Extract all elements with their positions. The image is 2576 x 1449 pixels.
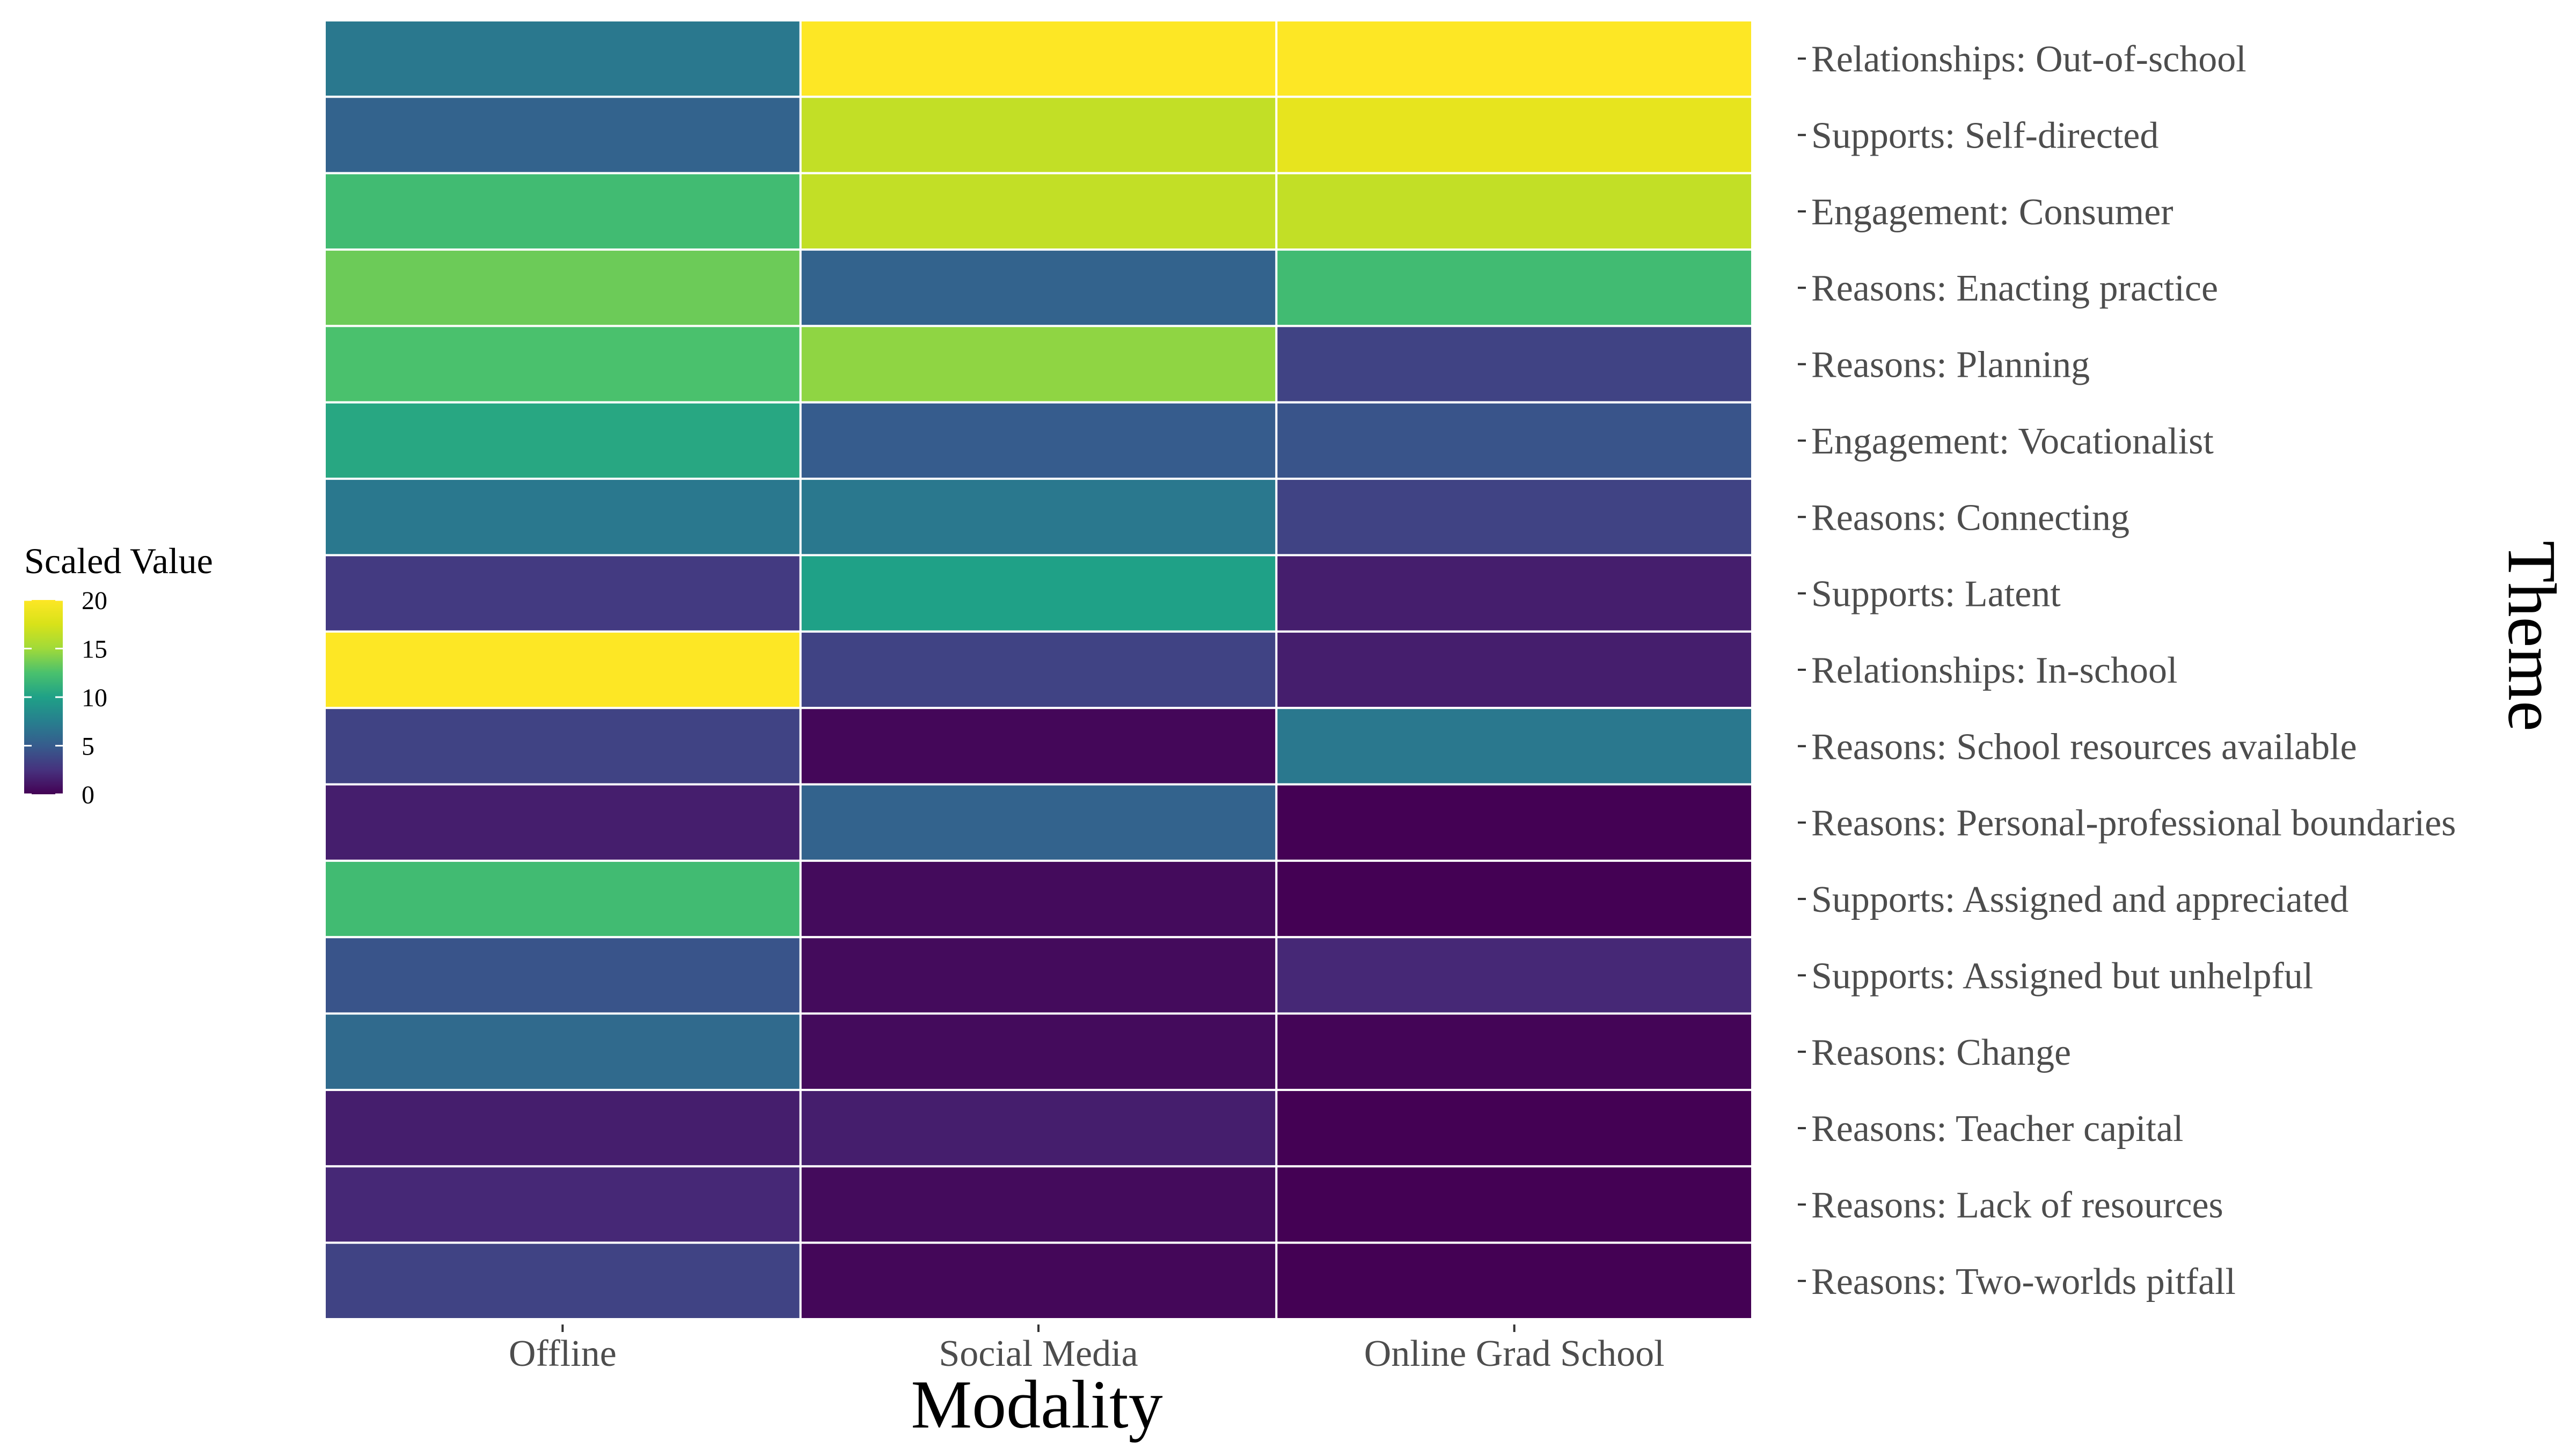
heatmap-cell — [1275, 172, 1753, 251]
heatmap-cell — [324, 478, 802, 557]
heatmap-cell — [1275, 1088, 1753, 1168]
heatmap-cell — [324, 325, 802, 404]
y-tick-label: Reasons: Lack of resources — [1811, 1184, 2223, 1226]
heatmap-cell — [324, 248, 802, 327]
heatmap-cell — [1275, 248, 1753, 327]
y-tick-label: Engagement: Consumer — [1811, 192, 2174, 233]
y-tick-label: Reasons: Change — [1811, 1032, 2071, 1073]
y-tick-label: Supports: Latent — [1811, 574, 2061, 615]
heatmap-cell — [799, 1241, 1278, 1320]
heatmap-cell — [1275, 325, 1753, 404]
heatmap-cell — [1275, 96, 1753, 174]
heatmap-cell — [1275, 630, 1753, 709]
heatmap-cell — [324, 96, 802, 174]
heatmap-cells — [324, 19, 1753, 1320]
color-legend: Scaled Value 0 5 10 15 20 — [24, 540, 213, 809]
heatmap-cell — [799, 936, 1278, 1015]
y-tick-label: Relationships: Out-of-school — [1811, 39, 2246, 80]
heatmap-cell — [324, 172, 802, 251]
y-tick-label: Reasons: Connecting — [1811, 497, 2129, 538]
y-tick-label: Reasons: Teacher capital — [1811, 1108, 2184, 1150]
heatmap-cell — [1275, 1012, 1753, 1091]
heatmap-cell — [1275, 478, 1753, 557]
y-tick-label: Engagement: Vocationalist — [1811, 421, 2214, 462]
heatmap-cell — [324, 707, 802, 786]
y-tick-label: Supports: Self-directed — [1811, 115, 2158, 157]
y-tick-label: Reasons: School resources available — [1811, 726, 2357, 767]
legend-tick-label: 5 — [82, 733, 94, 761]
heatmap-cell — [799, 554, 1278, 633]
x-tick-label: Online Grad School — [1364, 1333, 1665, 1374]
heatmap-cell — [799, 707, 1278, 786]
heatmap-cell — [1275, 707, 1753, 786]
heatmap-cell — [799, 783, 1278, 862]
legend-tick-label: 10 — [82, 684, 107, 712]
heatmap-cell — [324, 783, 802, 862]
x-tick-label: Offline — [509, 1333, 617, 1374]
heatmap-cell — [1275, 19, 1753, 98]
heatmap-cell — [1275, 859, 1753, 939]
heatmap-cell — [1275, 936, 1753, 1015]
heatmap-cell — [324, 936, 802, 1015]
heatmap-cell — [799, 1165, 1278, 1244]
y-tick-label: Relationships: In-school — [1811, 650, 2177, 691]
heatmap-cell — [1275, 783, 1753, 862]
y-tick-label: Reasons: Enacting practice — [1811, 268, 2218, 309]
heatmap-cell — [1275, 1165, 1753, 1244]
heatmap-cell — [1275, 554, 1753, 633]
heatmap-cell — [799, 172, 1278, 251]
heatmap-cell — [324, 859, 802, 939]
legend-tick-label: 20 — [82, 587, 107, 615]
heatmap-cell — [799, 630, 1278, 709]
y-axis-title: Theme — [2494, 540, 2570, 731]
heatmap-cell — [799, 96, 1278, 174]
heatmap-cell — [1275, 401, 1753, 480]
heatmap-cell — [799, 1088, 1278, 1168]
y-tick-label: Reasons: Planning — [1811, 345, 2090, 386]
x-tick-label: Social Media — [939, 1333, 1138, 1374]
heatmap-cell — [799, 325, 1278, 404]
legend-title: Scaled Value — [24, 540, 213, 581]
x-axis-ticks: Offline Social Media Online Grad School — [509, 1324, 1665, 1374]
heatmap-cell — [324, 1088, 802, 1168]
legend-ticks: 0 5 10 15 20 — [24, 587, 107, 809]
heatmap-cell — [324, 1012, 802, 1091]
y-tick-label: Reasons: Personal-professional boundarie… — [1811, 803, 2456, 844]
heatmap-cell — [799, 859, 1278, 939]
y-tick-label: Supports: Assigned and appreciated — [1811, 879, 2348, 920]
legend-tick-label: 15 — [82, 635, 107, 664]
y-tick-label: Supports: Assigned but unhelpful — [1811, 955, 2313, 997]
heatmap-cell — [799, 478, 1278, 557]
heatmap-cell — [799, 248, 1278, 327]
heatmap-cell — [324, 401, 802, 480]
legend-tick-label: 0 — [82, 781, 94, 809]
heatmap-cell — [799, 19, 1278, 98]
heatmap-cell — [324, 630, 802, 709]
heatmap-cell — [324, 19, 802, 98]
heatmap-cell — [799, 401, 1278, 480]
x-axis-title: Modality — [911, 1366, 1162, 1443]
heatmap-cell — [799, 1012, 1278, 1091]
y-axis-ticks: Relationships: Out-of-school Supports: Se… — [1798, 39, 2456, 1302]
heatmap-cell — [324, 1241, 802, 1320]
heatmap-cell — [324, 1165, 802, 1244]
heatmap-cell — [324, 554, 802, 633]
heatmap-cell — [1275, 1241, 1753, 1320]
y-tick-label: Reasons: Two-worlds pitfall — [1811, 1261, 2236, 1302]
